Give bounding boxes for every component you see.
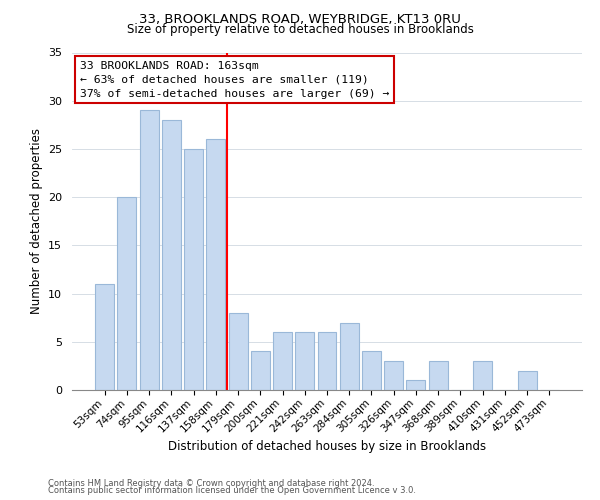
Bar <box>384 361 403 390</box>
Bar <box>362 352 381 390</box>
Y-axis label: Number of detached properties: Number of detached properties <box>29 128 43 314</box>
Bar <box>184 149 203 390</box>
Text: Contains public sector information licensed under the Open Government Licence v : Contains public sector information licen… <box>48 486 416 495</box>
Text: 33, BROOKLANDS ROAD, WEYBRIDGE, KT13 0RU: 33, BROOKLANDS ROAD, WEYBRIDGE, KT13 0RU <box>139 12 461 26</box>
Bar <box>295 332 314 390</box>
Bar <box>518 370 536 390</box>
Bar <box>406 380 425 390</box>
Bar <box>429 361 448 390</box>
Text: 33 BROOKLANDS ROAD: 163sqm
← 63% of detached houses are smaller (119)
37% of sem: 33 BROOKLANDS ROAD: 163sqm ← 63% of deta… <box>80 61 389 99</box>
Bar <box>118 197 136 390</box>
Bar <box>340 322 359 390</box>
Bar <box>162 120 181 390</box>
Bar <box>251 352 270 390</box>
Text: Contains HM Land Registry data © Crown copyright and database right 2024.: Contains HM Land Registry data © Crown c… <box>48 478 374 488</box>
Bar <box>273 332 292 390</box>
Bar <box>229 313 248 390</box>
Bar <box>473 361 492 390</box>
X-axis label: Distribution of detached houses by size in Brooklands: Distribution of detached houses by size … <box>168 440 486 453</box>
Bar <box>206 140 225 390</box>
Text: Size of property relative to detached houses in Brooklands: Size of property relative to detached ho… <box>127 22 473 36</box>
Bar <box>317 332 337 390</box>
Bar <box>140 110 158 390</box>
Bar <box>95 284 114 390</box>
